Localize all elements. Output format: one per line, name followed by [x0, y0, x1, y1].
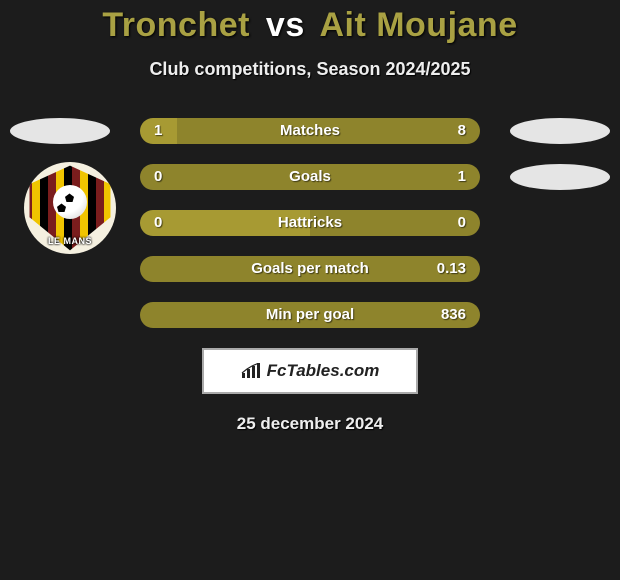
club-badge-text: LE MANS	[24, 236, 116, 246]
badge-player1-placeholder	[10, 118, 110, 144]
stat-value-right: 0.13	[437, 256, 466, 282]
club-badge-left: LE MANS	[24, 162, 116, 254]
stat-bar: Min per goal 836	[140, 302, 480, 328]
stat-bar: Goals per match 0.13	[140, 256, 480, 282]
comparison-chart: 1 Matches 8 0 Goals 1 0 Hattricks 0	[0, 118, 620, 328]
stat-label: Matches	[140, 118, 480, 144]
stat-row-matches: 1 Matches 8	[0, 118, 620, 144]
stat-row-min-per-goal: Min per goal 836	[0, 302, 620, 328]
stat-label: Goals per match	[140, 256, 480, 282]
stat-value-right: 1	[458, 164, 466, 190]
subtitle: Club competitions, Season 2024/2025	[0, 59, 620, 80]
stat-label: Goals	[140, 164, 480, 190]
player1-name: Tronchet	[102, 6, 250, 44]
stat-value-right: 836	[441, 302, 466, 328]
page-title: Tronchet vs Ait Moujane	[0, 0, 620, 45]
badge-player2-placeholder	[510, 118, 610, 144]
stat-value-right: 0	[458, 210, 466, 236]
soccer-ball-icon	[53, 185, 87, 219]
footer-brand-text: FcTables.com	[267, 361, 380, 381]
footer-brand-box: FcTables.com	[202, 348, 418, 394]
vs-label: vs	[266, 6, 305, 44]
stat-value-right: 8	[458, 118, 466, 144]
stat-label: Hattricks	[140, 210, 480, 236]
player2-name: Ait Moujane	[319, 6, 517, 44]
stat-bar: 0 Hattricks 0	[140, 210, 480, 236]
stat-row-goals-per-match: Goals per match 0.13	[0, 256, 620, 282]
badge-player2-placeholder-2	[510, 164, 610, 190]
footer-date: 25 december 2024	[0, 414, 620, 434]
stat-bar: 1 Matches 8	[140, 118, 480, 144]
stat-label: Min per goal	[140, 302, 480, 328]
bar-chart-icon	[241, 363, 261, 379]
stat-bar: 0 Goals 1	[140, 164, 480, 190]
